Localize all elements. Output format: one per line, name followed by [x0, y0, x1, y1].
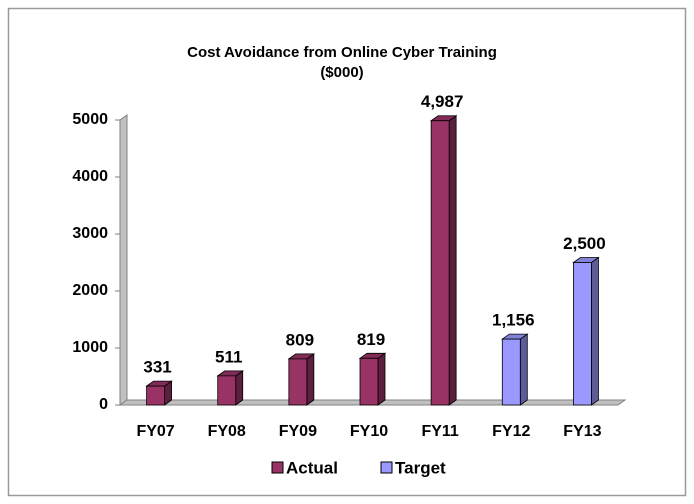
legend-swatch	[271, 461, 284, 474]
bar	[573, 262, 592, 406]
y-tick-label: 4000	[72, 168, 108, 185]
y-tick-label: 2000	[72, 282, 108, 299]
bar	[359, 357, 379, 406]
x-tick-label: FY09	[279, 423, 317, 440]
x-tick-label: FY08	[208, 423, 246, 440]
y-tick-label: 5000	[72, 111, 108, 128]
bar	[217, 375, 237, 406]
data-label: 1,156	[492, 311, 535, 330]
y-tick-label: 0	[99, 396, 108, 413]
data-label: 511	[215, 347, 242, 366]
bar	[288, 358, 308, 406]
bar-side	[377, 352, 386, 406]
bar-side	[591, 256, 599, 406]
data-label: 331	[143, 358, 171, 377]
bar	[430, 120, 450, 406]
chart-subtitle: ($000)	[320, 64, 363, 81]
legend-swatch	[380, 461, 393, 474]
y-tick-label: 3000	[72, 225, 108, 242]
bar-side	[235, 370, 244, 406]
bar-side	[448, 114, 457, 406]
data-label: 4,987	[421, 92, 464, 111]
data-label: 809	[286, 330, 314, 349]
x-tick-label: FY11	[421, 423, 458, 440]
x-tick-label: FY07	[136, 423, 174, 440]
x-tick-label: FY13	[563, 423, 601, 440]
bar-side	[306, 353, 315, 406]
bar-side	[519, 333, 528, 406]
bar	[146, 385, 165, 406]
y-tick-label: 1000	[72, 339, 108, 356]
data-label: 819	[357, 330, 385, 349]
data-label: 2,500	[563, 234, 606, 253]
bar	[501, 338, 521, 406]
side-wall	[119, 114, 128, 406]
chart-title: Cost Avoidance from Online Cyber Trainin…	[187, 44, 497, 61]
x-tick-label: FY10	[350, 423, 388, 440]
legend-label: Actual	[286, 458, 338, 477]
x-tick-label: FY12	[492, 423, 530, 440]
legend-label: Target	[395, 458, 446, 477]
